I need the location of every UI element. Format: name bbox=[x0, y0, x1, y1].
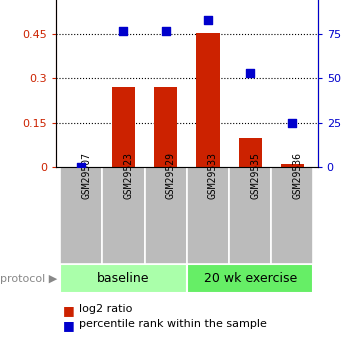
Text: 20 wk exercise: 20 wk exercise bbox=[204, 272, 297, 285]
Bar bbox=[103, 167, 145, 264]
Bar bbox=[196, 32, 219, 167]
Text: ■: ■ bbox=[63, 304, 75, 317]
Point bbox=[163, 28, 169, 33]
Bar bbox=[239, 138, 262, 167]
Bar bbox=[229, 167, 271, 264]
Text: protocol ▶: protocol ▶ bbox=[0, 274, 57, 284]
Bar bbox=[281, 164, 304, 167]
Point bbox=[121, 28, 126, 33]
Text: baseline: baseline bbox=[97, 272, 150, 285]
Text: percentile rank within the sample: percentile rank within the sample bbox=[79, 319, 267, 329]
Text: GSM29535: GSM29535 bbox=[250, 151, 260, 199]
Text: GSM29533: GSM29533 bbox=[208, 151, 218, 199]
Bar bbox=[187, 167, 229, 264]
Point bbox=[247, 70, 253, 76]
Bar bbox=[60, 264, 187, 293]
Point bbox=[290, 120, 295, 126]
Bar bbox=[271, 167, 313, 264]
Bar bbox=[187, 264, 313, 293]
Text: log2 ratio: log2 ratio bbox=[79, 304, 133, 314]
Text: GSM29536: GSM29536 bbox=[292, 151, 303, 199]
Bar bbox=[112, 87, 135, 167]
Text: GSM29523: GSM29523 bbox=[123, 151, 134, 199]
Bar bbox=[154, 87, 177, 167]
Text: GSM29529: GSM29529 bbox=[166, 151, 176, 199]
Bar bbox=[145, 167, 187, 264]
Bar bbox=[60, 167, 103, 264]
Point bbox=[78, 165, 84, 170]
Text: ■: ■ bbox=[63, 319, 75, 332]
Point bbox=[205, 17, 211, 23]
Text: GSM29507: GSM29507 bbox=[81, 151, 91, 199]
